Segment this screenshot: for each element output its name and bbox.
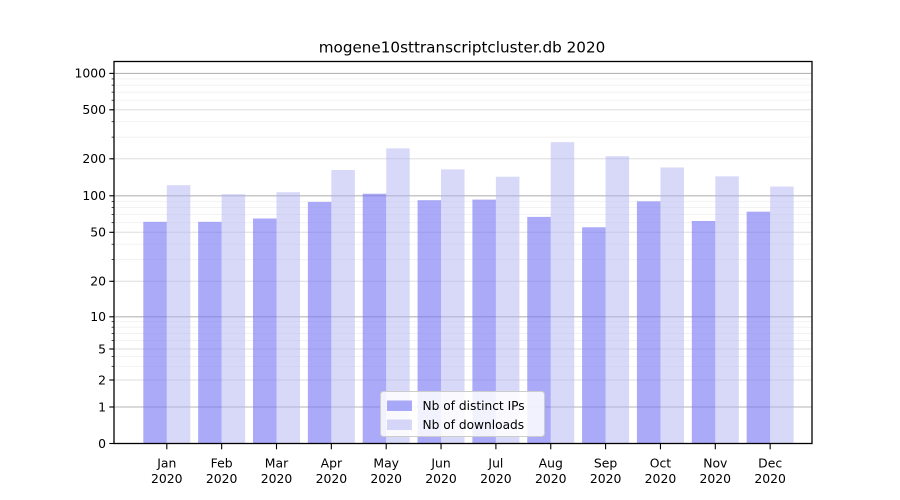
bar-distinct-ips [527, 216, 551, 444]
y-tick-label: 1 [98, 399, 106, 414]
x-tick-label-month: Oct [650, 456, 672, 471]
y-tick-label: 200 [82, 151, 106, 166]
x-tick-label-month: Jul [487, 456, 503, 471]
legend-box [380, 391, 545, 437]
x-tick-label-year: 2020 [206, 471, 238, 486]
bar-distinct-ips [691, 220, 716, 444]
bar-downloads [386, 148, 410, 444]
bar-downloads [770, 186, 794, 444]
bar-downloads [331, 170, 355, 444]
y-tick-label: 5 [98, 341, 106, 356]
x-tick-label-year: 2020 [535, 471, 567, 486]
x-tick-label-month: Mar [265, 456, 289, 471]
x-tick-label-year: 2020 [261, 471, 293, 486]
x-tick-label-month: Aug [539, 456, 563, 471]
x-tick-label-month: Dec [758, 456, 782, 471]
x-tick-label-month: Sep [594, 456, 617, 471]
bar-downloads [441, 169, 465, 444]
y-tick-label: 20 [90, 274, 106, 289]
legend-label-downloads: Nb of downloads [423, 418, 525, 432]
y-tick-label: 10 [90, 309, 106, 324]
legend: Nb of distinct IPs Nb of downloads [380, 391, 545, 437]
x-tick-label-year: 2020 [151, 471, 183, 486]
bar-distinct-ips [198, 221, 222, 444]
bar-distinct-ips [253, 218, 277, 444]
plot-area: 10005002001005020105210Jan2020Feb2020Mar… [74, 60, 813, 486]
x-tick-label-month: Jun [430, 456, 450, 471]
chart-title: mogene10sttranscriptcluster.db 2020 [319, 39, 606, 57]
x-tick-label-year: 2020 [645, 471, 677, 486]
legend-swatch-distinct-ips [387, 400, 412, 411]
x-tick-label-month: Feb [211, 456, 233, 471]
bar-distinct-ips [746, 211, 771, 444]
legend-label-distinct-ips: Nb of distinct IPs [423, 399, 525, 413]
y-tick-label: 1000 [74, 66, 106, 81]
x-tick-label-year: 2020 [700, 471, 732, 486]
y-tick-label: 0 [98, 436, 106, 451]
x-tick-label-year: 2020 [425, 471, 457, 486]
y-tick-label: 100 [82, 188, 106, 203]
bar-downloads [276, 192, 300, 444]
axes-frame [113, 60, 813, 445]
y-tick-label: 500 [82, 102, 106, 117]
x-tick-label-year: 2020 [370, 471, 402, 486]
bar-downloads [495, 176, 520, 444]
bar-distinct-ips [582, 227, 606, 444]
bar-distinct-ips [143, 221, 167, 444]
x-tick-label-year: 2020 [754, 471, 786, 486]
legend-swatch-downloads [387, 419, 412, 430]
x-tick-label-month: May [373, 456, 399, 471]
bar-downloads [166, 185, 191, 444]
bar-downloads [660, 167, 684, 444]
bar-downloads [550, 142, 575, 444]
bar-distinct-ips [307, 201, 332, 444]
x-tick-label-year: 2020 [590, 471, 622, 486]
x-tick-label-month: Nov [703, 456, 727, 471]
bar-downloads [715, 176, 739, 444]
bar-downloads [221, 194, 246, 444]
y-tick-label: 50 [90, 225, 106, 240]
x-tick-label-year: 2020 [480, 471, 512, 486]
x-tick-label-year: 2020 [316, 471, 348, 486]
bar-distinct-ips [417, 200, 442, 444]
bar-distinct-ips [472, 199, 496, 444]
x-tick-label-month: Apr [321, 456, 343, 471]
bar-distinct-ips [362, 193, 387, 444]
bar-downloads [605, 156, 630, 444]
y-tick-label: 2 [98, 372, 106, 387]
x-tick-label-month: Jan [156, 456, 176, 471]
bar-distinct-ips [636, 201, 661, 444]
